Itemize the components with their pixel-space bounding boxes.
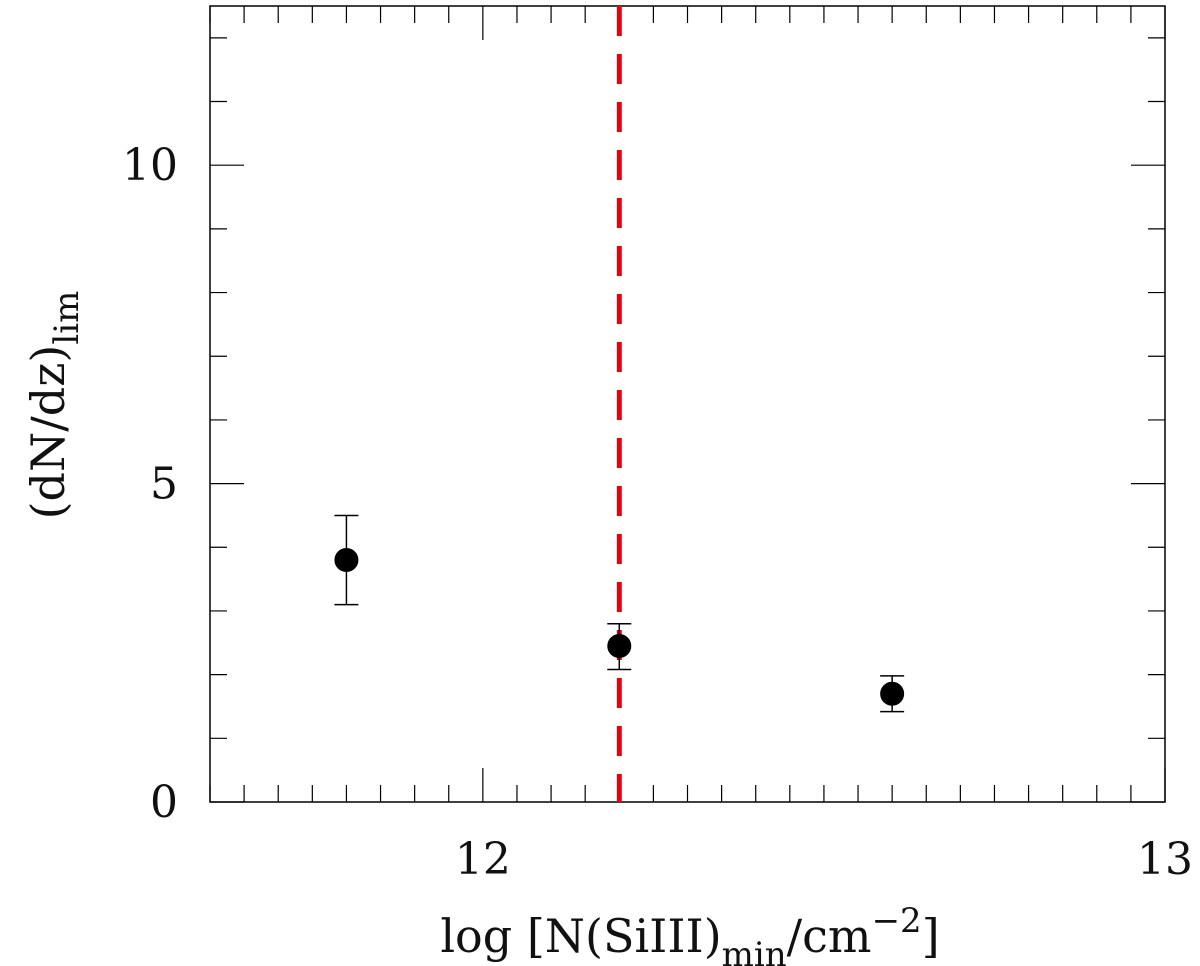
y-tick-label: 5 (150, 459, 178, 510)
data-points (334, 514, 905, 713)
plot-border (209, 5, 1166, 803)
x-axis-label-mid: /cm (787, 909, 872, 963)
x-axis-label-end: ] (922, 909, 940, 963)
plot-frame (209, 5, 1166, 803)
y-axis-label-main: (dN/dz) (21, 345, 75, 520)
x-tick-label: 13 (1137, 834, 1193, 885)
y-axis-label-sub: lim (47, 291, 87, 345)
y-tick-label: 0 (150, 777, 178, 828)
x-axis-label-sub: min (722, 935, 787, 966)
axis-ticks (209, 6, 1166, 803)
x-tick-label: 12 (455, 834, 511, 885)
point-marker (607, 633, 632, 658)
data-point (880, 675, 905, 713)
x-axis-label: log [N(SiIII)min/cm−2] (440, 901, 939, 966)
point-marker (880, 681, 905, 706)
tick-labels: 12 13 0 5 10 (122, 140, 1193, 885)
y-axis-label: (dN/dz)lim (21, 291, 87, 520)
y-tick-label: 10 (122, 140, 178, 191)
x-axis-label-main: log [N(SiIII) (440, 909, 721, 963)
point-marker (334, 548, 359, 573)
x-axis-label-sup: −2 (872, 901, 922, 941)
data-point (607, 622, 632, 671)
data-point (334, 514, 359, 606)
